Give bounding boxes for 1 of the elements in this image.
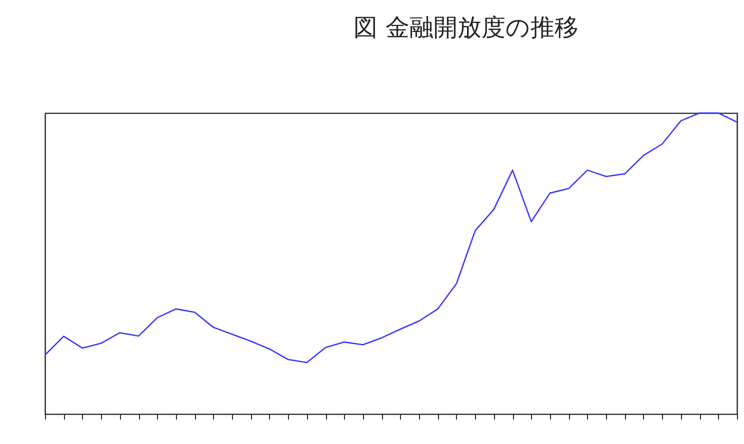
chart-title: 図 金融開放度の推移 — [354, 13, 578, 42]
